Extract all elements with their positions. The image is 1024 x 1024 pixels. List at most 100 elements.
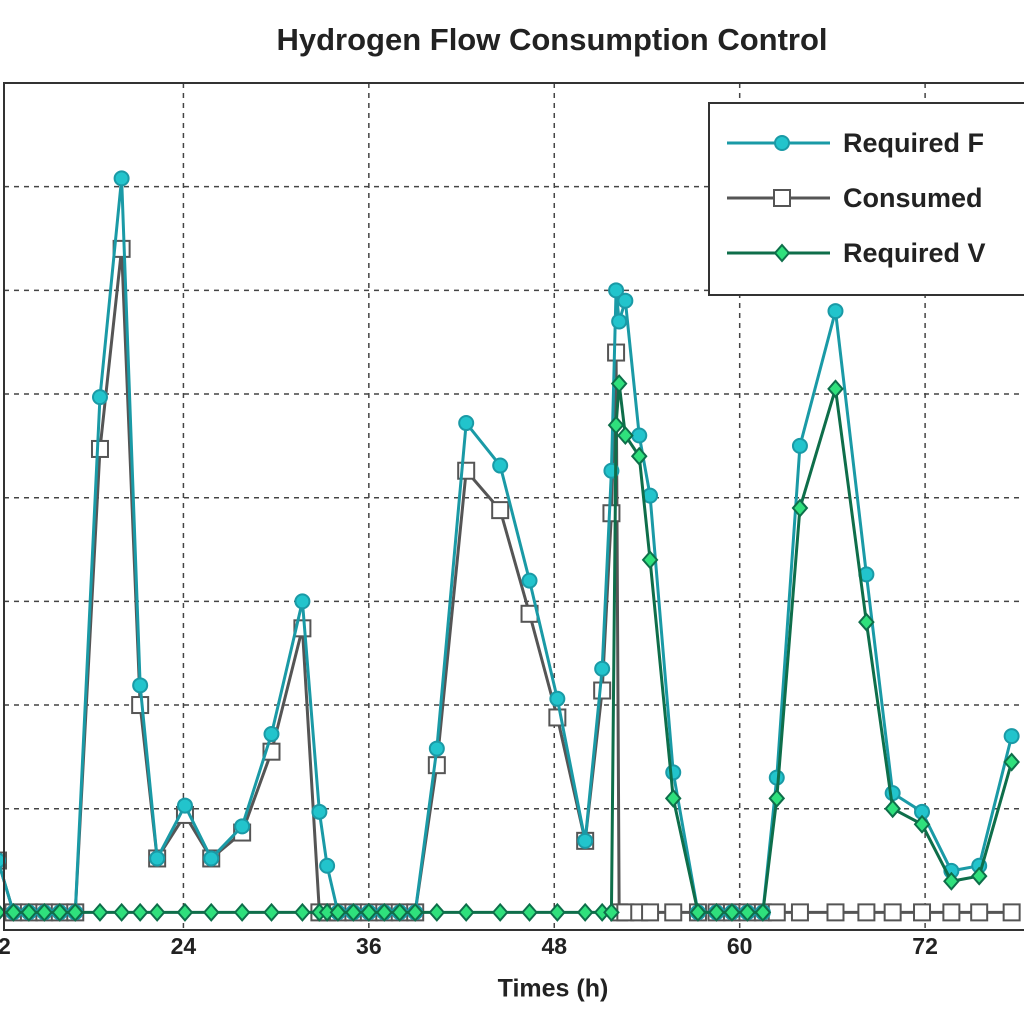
legend: Required F Consumed Required V (708, 102, 1024, 296)
x-tick-label: 72 (912, 933, 938, 959)
marker (664, 903, 683, 922)
marker (91, 389, 108, 406)
marker (176, 902, 194, 922)
marker (203, 850, 220, 867)
marker (1003, 728, 1020, 745)
marker (641, 550, 659, 570)
marker (36, 902, 53, 922)
marker (608, 282, 625, 299)
marker (884, 799, 901, 819)
marker (594, 660, 611, 677)
marker (791, 498, 809, 518)
marker (90, 439, 109, 458)
x-tick-label: 60 (727, 933, 753, 959)
marker (549, 690, 566, 707)
marker (617, 425, 634, 446)
marker (5, 902, 22, 922)
marker (773, 189, 791, 207)
marker (970, 903, 989, 922)
marker (665, 764, 682, 781)
marker (319, 857, 336, 874)
marker (970, 866, 988, 886)
marker (768, 788, 786, 808)
x-tick-label: 48 (541, 933, 567, 959)
x-tick-label: 36 (356, 933, 382, 959)
marker (149, 850, 166, 867)
marker (0, 905, 7, 920)
marker (883, 903, 902, 922)
marker (739, 902, 756, 922)
marker (294, 593, 311, 610)
chart-title: Hydrogen Flow Consumption Control (276, 22, 827, 57)
marker (263, 902, 280, 922)
marker (603, 902, 620, 922)
marker (458, 415, 475, 432)
marker (827, 379, 844, 399)
x-tick-label: 24 (171, 933, 197, 959)
legend-label: Consumed (843, 183, 983, 213)
marker (66, 902, 84, 922)
marker (457, 902, 475, 922)
marker (329, 902, 347, 922)
marker (607, 415, 625, 435)
legend-label: Required V (843, 238, 986, 268)
marker (176, 797, 193, 814)
marker (148, 902, 166, 922)
marker (791, 437, 808, 454)
marker (491, 501, 510, 520)
plot-frame (3, 82, 1024, 931)
marker (311, 803, 328, 820)
marker (617, 292, 634, 309)
marker (428, 740, 445, 757)
x-tick-label: 12 (0, 933, 11, 959)
marker (20, 902, 38, 922)
marker (492, 457, 509, 474)
marker (113, 170, 130, 187)
marker (1003, 752, 1020, 772)
marker (428, 902, 446, 922)
marker (51, 902, 69, 922)
marker (234, 818, 251, 835)
legend-label: Required F (843, 128, 984, 158)
plot-area (0, 170, 1021, 922)
marker (491, 902, 509, 922)
marker (664, 788, 682, 808)
marker (754, 902, 772, 922)
marker (521, 902, 538, 922)
marker (943, 871, 960, 891)
x-axis-label: Times (h) (498, 975, 609, 1003)
marker (827, 303, 844, 320)
marker (773, 243, 791, 263)
marker (91, 902, 109, 922)
marker (345, 902, 362, 922)
marker (942, 903, 961, 922)
marker (708, 902, 725, 922)
marker (406, 902, 424, 922)
marker (826, 903, 845, 922)
marker (593, 681, 612, 700)
marker (549, 902, 566, 922)
marker (113, 902, 130, 922)
marker (913, 814, 931, 834)
marker (858, 612, 875, 632)
marker (689, 902, 707, 922)
marker (233, 902, 251, 922)
marker (913, 903, 932, 922)
marker (631, 427, 648, 444)
marker (521, 572, 538, 589)
marker (202, 902, 220, 922)
marker (263, 726, 280, 743)
marker (360, 902, 378, 922)
marker (723, 902, 741, 922)
marker (641, 903, 660, 922)
marker (1002, 903, 1021, 922)
series (0, 374, 1020, 922)
marker (391, 902, 409, 922)
marker (576, 902, 594, 922)
marker (611, 313, 628, 330)
marker (375, 902, 393, 922)
marker (857, 903, 876, 922)
marker (131, 902, 149, 922)
marker (774, 135, 790, 151)
